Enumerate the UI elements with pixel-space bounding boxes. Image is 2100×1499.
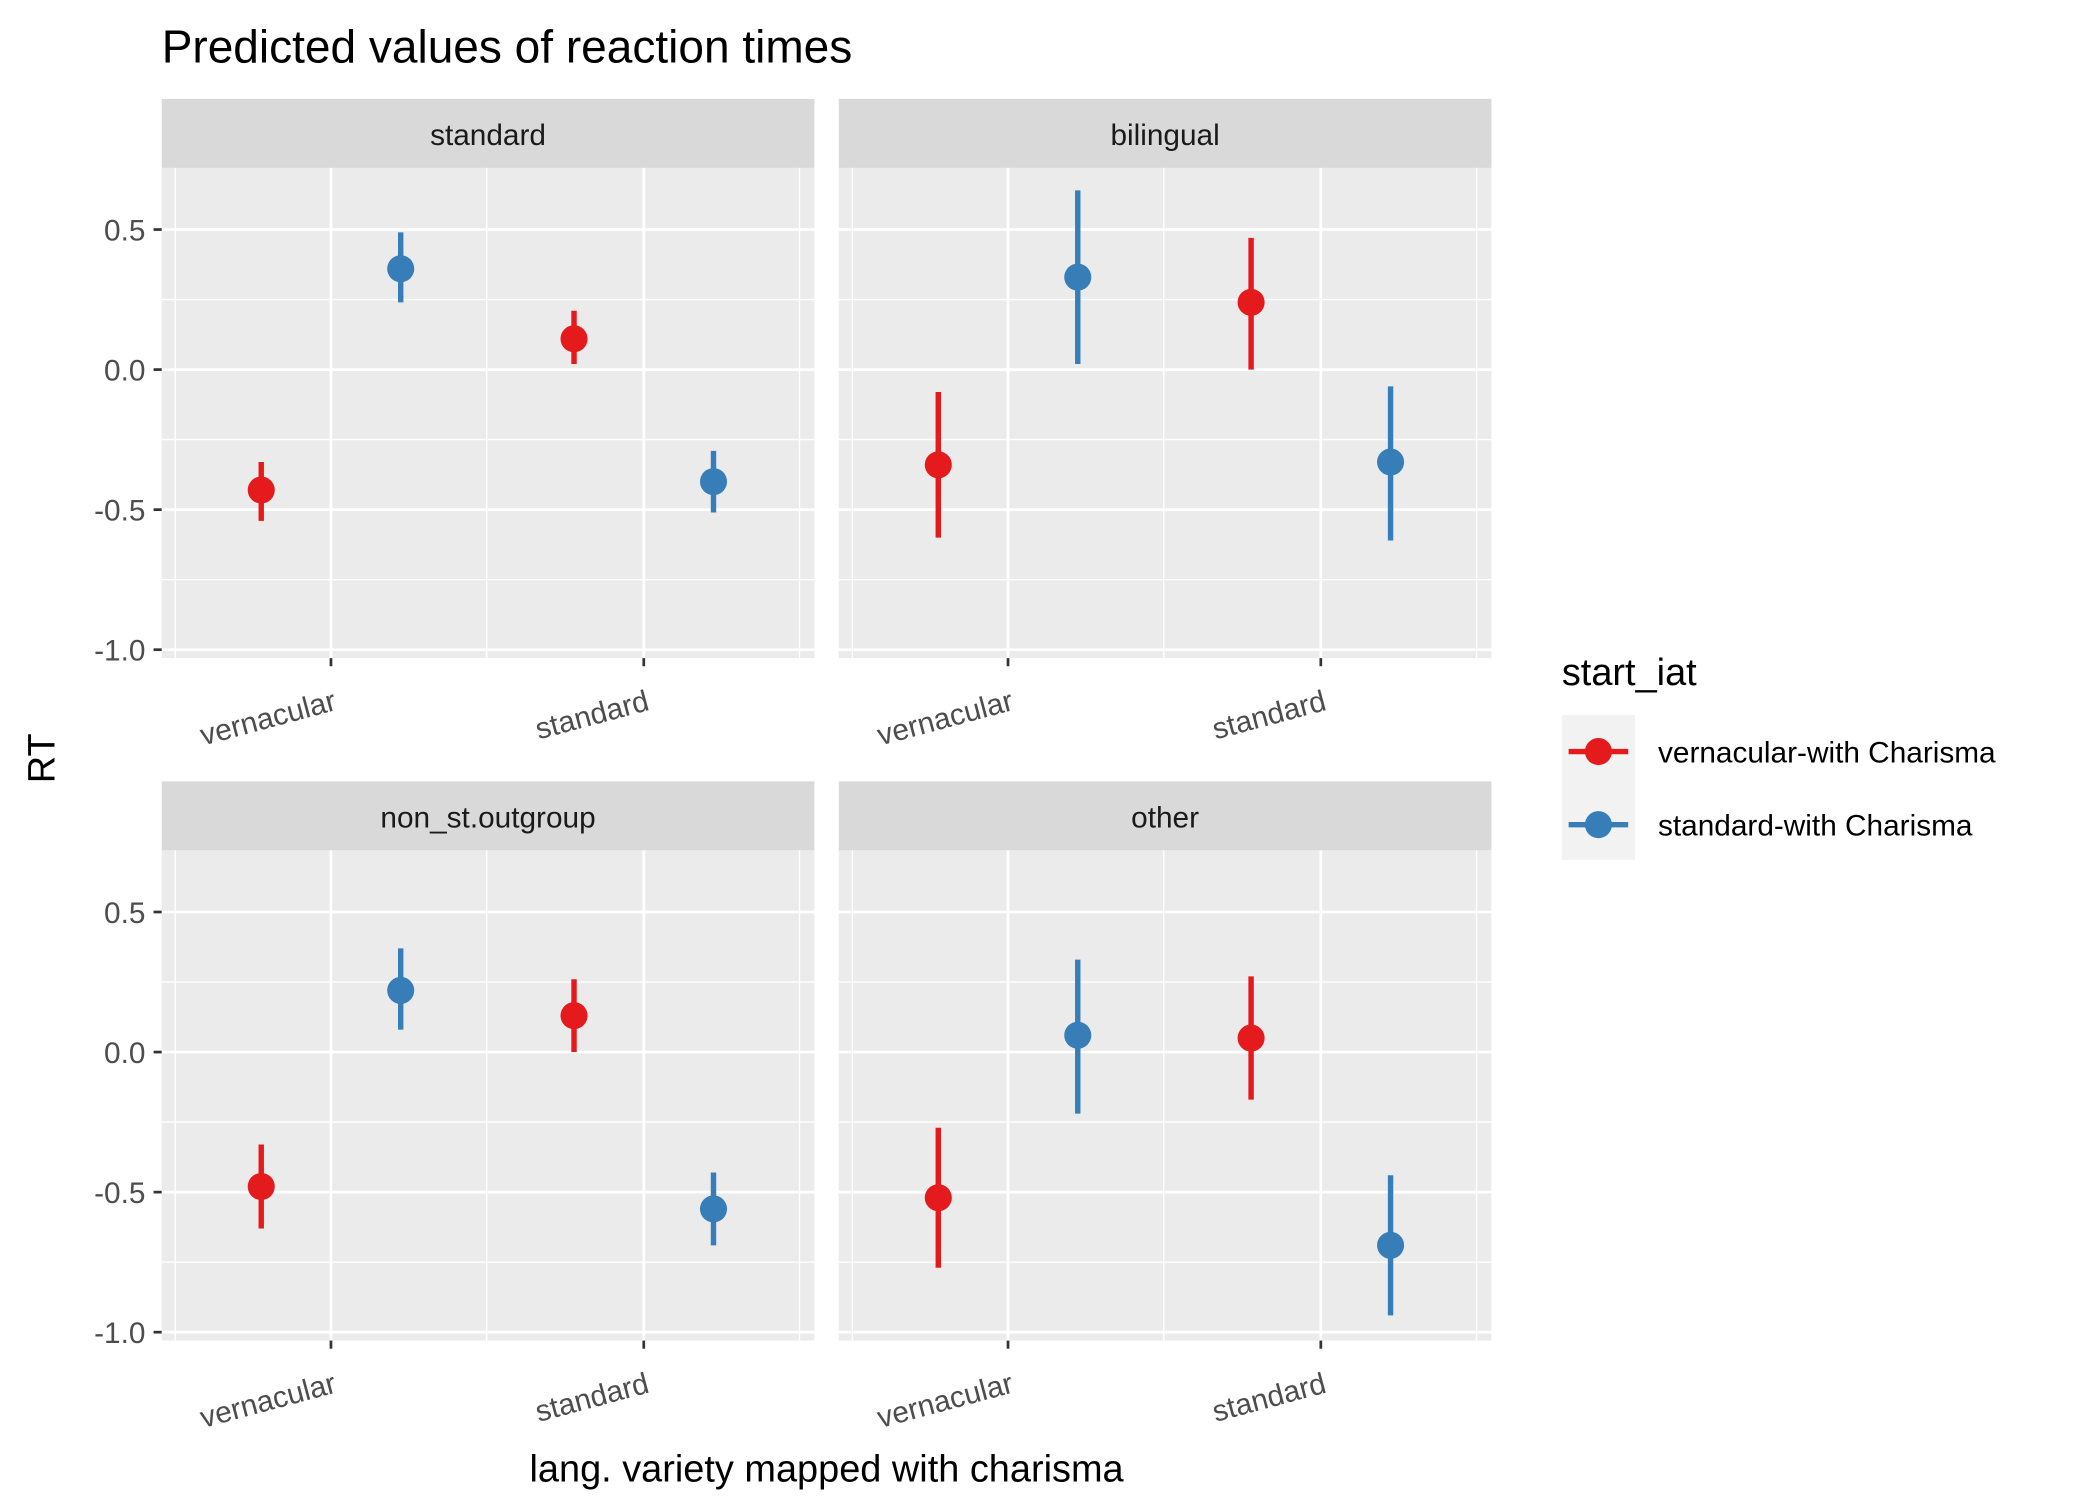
y-tick-label: 0.5 <box>104 897 145 930</box>
x-tick-label: standard <box>532 1367 652 1429</box>
panel <box>838 850 1492 1341</box>
panel <box>838 167 1492 659</box>
y-tick-label: 0.5 <box>104 214 145 247</box>
point <box>247 1172 275 1201</box>
point <box>387 976 415 1004</box>
point <box>1237 1024 1265 1052</box>
strip <box>161 98 815 168</box>
legend-label: standard-with Charisma <box>1658 809 1973 842</box>
x-axis-title: lang. variety mapped with charisma <box>530 1448 1125 1490</box>
y-tick-label: -0.5 <box>94 1177 145 1210</box>
point <box>1377 1231 1405 1259</box>
point <box>1237 288 1265 316</box>
y-tick-label: -0.5 <box>94 494 145 527</box>
point <box>387 255 415 283</box>
x-tick-label: vernacular <box>197 1367 340 1435</box>
y-tick-label: -1.0 <box>94 635 145 668</box>
y-tick-label: 0.0 <box>104 1037 145 1070</box>
strip <box>161 781 815 851</box>
strip-label: bilingual <box>1110 119 1219 152</box>
point <box>1064 263 1092 291</box>
point <box>699 468 728 496</box>
point <box>1064 1021 1092 1049</box>
legend-title: start_iat <box>1562 652 1697 694</box>
x-tick-label: standard <box>1209 684 1329 746</box>
strip-label: standard <box>430 119 546 152</box>
x-tick-label: standard <box>1209 1367 1329 1429</box>
x-tick-label: vernacular <box>874 684 1017 752</box>
strip-label: other <box>1131 801 1199 834</box>
strip-label: non_st.outgroup <box>380 801 595 834</box>
y-tick-label: 0.0 <box>104 354 145 387</box>
panel <box>161 850 815 1341</box>
y-axis-title: RT <box>22 733 64 783</box>
point <box>699 1195 728 1223</box>
point <box>924 451 952 479</box>
panel <box>161 167 815 659</box>
point <box>1377 448 1405 476</box>
point <box>560 325 588 353</box>
strip <box>838 781 1492 851</box>
x-tick-label: vernacular <box>197 684 340 752</box>
legend-point <box>1584 811 1612 839</box>
y-tick-label: -1.0 <box>94 1317 145 1350</box>
legend-point <box>1584 737 1612 766</box>
x-tick-label: standard <box>532 684 652 746</box>
x-tick-label: vernacular <box>874 1367 1017 1435</box>
strip <box>838 98 1492 168</box>
point <box>924 1184 952 1212</box>
chart-title: Predicted values of reaction times <box>162 20 853 72</box>
point <box>247 476 275 504</box>
point <box>560 1002 588 1030</box>
legend-label: vernacular-with Charisma <box>1658 736 1996 769</box>
